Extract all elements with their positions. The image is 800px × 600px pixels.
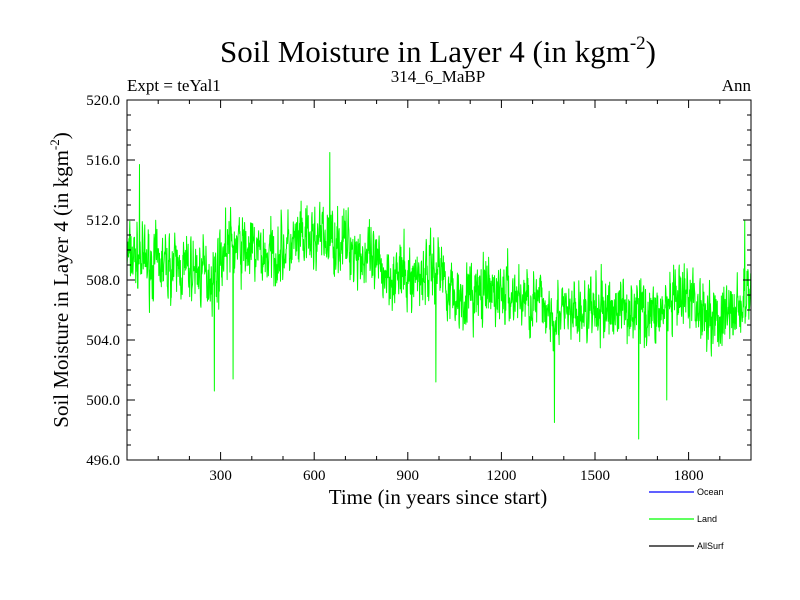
y-tick-label: 520.0 [86, 93, 120, 109]
plot-frame [126, 99, 752, 461]
y-tick-label: 508.0 [86, 273, 120, 289]
subtitle-left: Expt = teYal1 [127, 76, 221, 95]
legend-allsurf-label: AllSurf [697, 541, 724, 551]
x-tick-label: 1500 [580, 468, 610, 484]
x-axis-label: Time (in years since start) [329, 485, 548, 509]
legend-land-label: Land [697, 514, 717, 524]
x-tick-label: 300 [209, 468, 232, 484]
series-line-land [126, 152, 752, 440]
series-group [126, 152, 752, 440]
tick-group: 496.0 500.0 504.0 508.0 512.0 516.0 520.0 300 60… [86, 93, 751, 484]
subtitle-right: Ann [722, 76, 752, 95]
y-tick-label: 500.0 [86, 393, 120, 409]
y-tick-label: 516.0 [86, 153, 120, 169]
y-tick-label: 512.0 [86, 213, 120, 229]
x-tick-label: 1200 [486, 468, 516, 484]
chart-title: Soil Moisture in Layer 4 (in kgm-2) [220, 33, 656, 69]
x-tick-label: 600 [303, 468, 326, 484]
legend: Ocean Land AllSurf [649, 487, 724, 551]
x-tick-label: 900 [397, 468, 420, 484]
x-tick-label: 1800 [674, 468, 704, 484]
legend-ocean-label: Ocean [697, 487, 724, 497]
subtitle-center: 314_6_MaBP [391, 67, 485, 86]
y-tick-label: 504.0 [86, 333, 120, 349]
y-axis-label: Soil Moisture in Layer 4 (in kgm-2) [47, 132, 73, 427]
y-tick-label: 496.0 [86, 453, 120, 469]
